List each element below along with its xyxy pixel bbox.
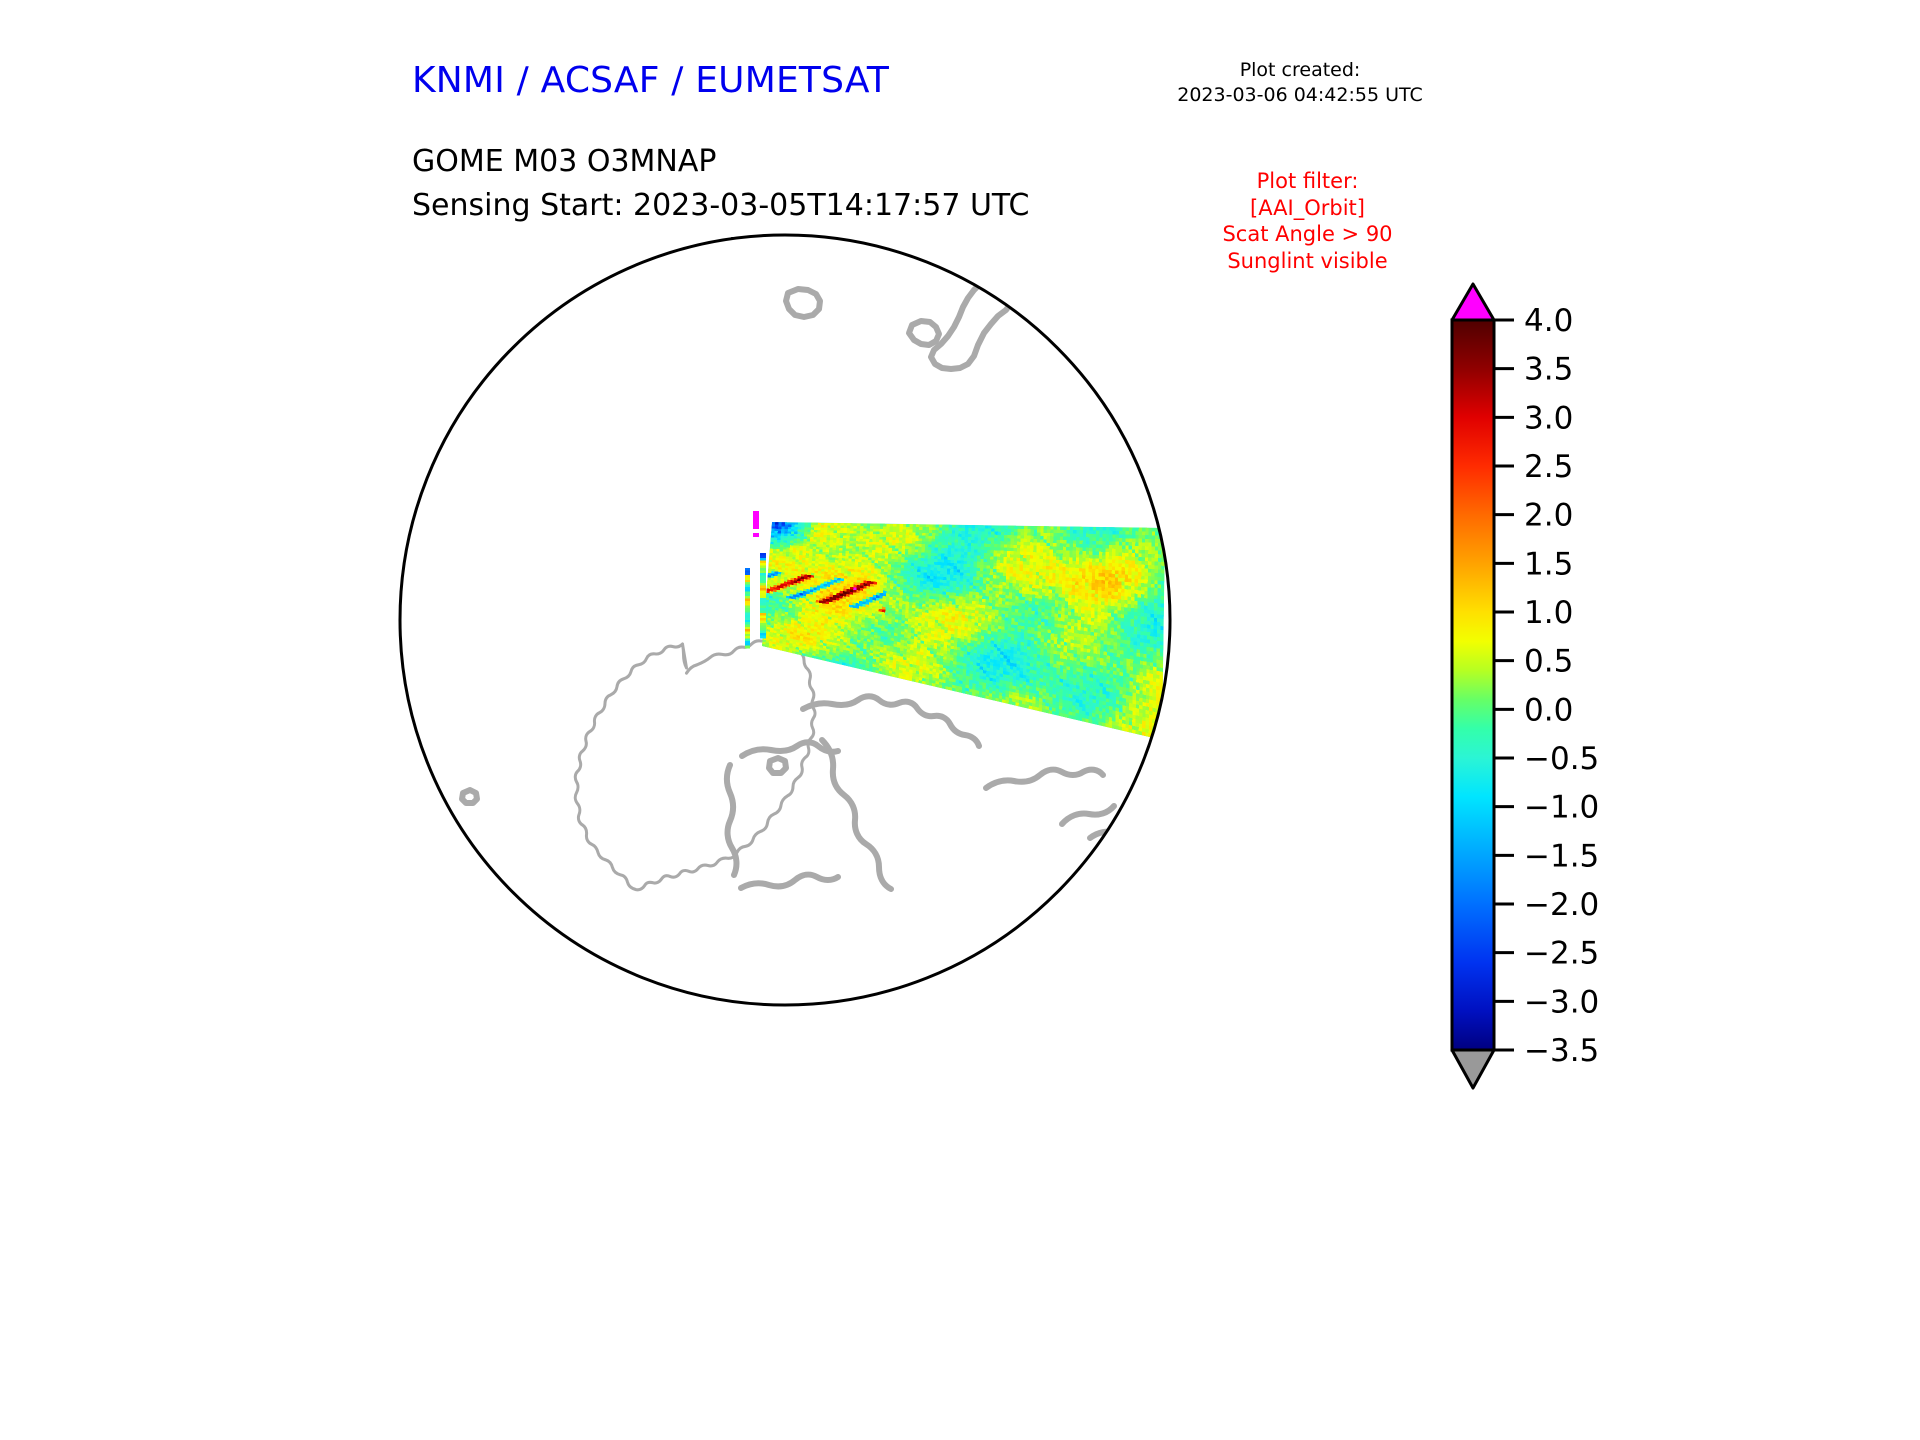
colorbar-tick-label: 1.5 xyxy=(1524,546,1573,582)
colorbar: 4.0 3.5 3.0 2.5 2.0 1.5 1.0 0.5 0.0 −0.5 −1.0 −1.5 −… xyxy=(1440,270,1670,1100)
sensing-start-label: Sensing Start: 2023-03-05T14:17:57 UTC xyxy=(412,188,1030,223)
colorbar-tick-label: 0.5 xyxy=(1524,644,1573,680)
plot-filter-line-0: Plot filter: xyxy=(1256,169,1359,193)
colorbar-tick-label: −0.5 xyxy=(1524,741,1599,777)
plot-filter-block: Plot filter: [AAI_Orbit] Scat Angle > 90… xyxy=(1175,168,1440,274)
coastline-southern-landmass-4 xyxy=(738,871,841,891)
map-canvas xyxy=(398,233,1172,1007)
colorbar-tick-label: 2.5 xyxy=(1524,449,1573,485)
colorbar-tick-label: −2.5 xyxy=(1524,936,1599,972)
colorbar-ticks: 4.0 3.5 3.0 2.5 2.0 1.5 1.0 0.5 0.0 −0.5 −1.0 −1.5 −… xyxy=(1494,303,1599,1069)
coastlines-group xyxy=(459,235,1144,892)
coastline-scotia-arc xyxy=(983,766,1106,791)
organisation-title: KNMI / ACSAF / EUMETSAT xyxy=(412,60,890,101)
coastline-southern-landmass xyxy=(819,737,894,892)
colorbar-tick-label: 3.0 xyxy=(1524,400,1573,436)
colorbar-tick-label: 1.0 xyxy=(1524,595,1573,631)
swath-pixels xyxy=(762,522,1165,740)
colorbar-tick-label: 2.0 xyxy=(1524,498,1573,534)
coastline-peninsula-islet xyxy=(766,755,789,776)
swath-fragments xyxy=(745,553,766,649)
colorbar-gradient xyxy=(1452,320,1494,1050)
colorbar-over-range-arrow xyxy=(1450,282,1496,322)
colorbar-tick-label: −2.0 xyxy=(1524,887,1599,923)
coastline-antarctic-peninsula xyxy=(800,693,982,749)
coastline-subantarctic-island xyxy=(459,787,480,806)
coastline-stewart-island xyxy=(906,318,942,348)
colorbar-tick-label: 0.0 xyxy=(1524,692,1573,728)
colorbar-tick-label: −1.5 xyxy=(1524,838,1599,874)
over-range-marker xyxy=(753,511,759,537)
coastline-right-edge-arc xyxy=(1059,803,1117,827)
polar-map xyxy=(390,228,1180,1028)
coastline-tasmania xyxy=(783,286,823,320)
coastline-southern-landmass-2 xyxy=(739,739,841,759)
colorbar-tick-label: −3.5 xyxy=(1524,1033,1599,1069)
plot-created-block: Plot created: 2023-03-06 04:42:55 UTC xyxy=(1160,58,1440,108)
plot-filter-line-1: [AAI_Orbit] xyxy=(1250,195,1365,220)
plot-created-timestamp: 2023-03-06 04:42:55 UTC xyxy=(1177,84,1423,106)
colorbar-tick-label: −1.0 xyxy=(1524,790,1599,826)
dataset-info-block: GOME M03 O3MNAP Sensing Start: 2023-03-0… xyxy=(412,140,1029,228)
colorbar-tick-label: 4.0 xyxy=(1524,303,1573,339)
plot-filter-line-3: Sunglint visible xyxy=(1227,248,1388,273)
coastline-southern-landmass-3 xyxy=(724,762,740,878)
globe-boundary xyxy=(398,233,1172,1007)
coastline-new-zealand-north-fragment xyxy=(1024,235,1053,253)
coastline-antarctica xyxy=(573,636,817,892)
instrument-product-label: GOME M03 O3MNAP xyxy=(412,144,717,179)
colorbar-tick-label: −3.0 xyxy=(1524,984,1599,1020)
plot-filter-line-2: Scat Angle > 90 xyxy=(1222,222,1393,246)
plot-created-label: Plot created: xyxy=(1239,59,1361,81)
colorbar-under-range-arrow xyxy=(1450,1048,1496,1090)
colorbar-canvas: 4.0 3.5 3.0 2.5 2.0 1.5 1.0 0.5 0.0 −0.5 −1.0 −1.5 −… xyxy=(1450,282,1599,1090)
data-swath-group xyxy=(762,522,1165,740)
colorbar-tick-label: 3.5 xyxy=(1524,352,1573,388)
